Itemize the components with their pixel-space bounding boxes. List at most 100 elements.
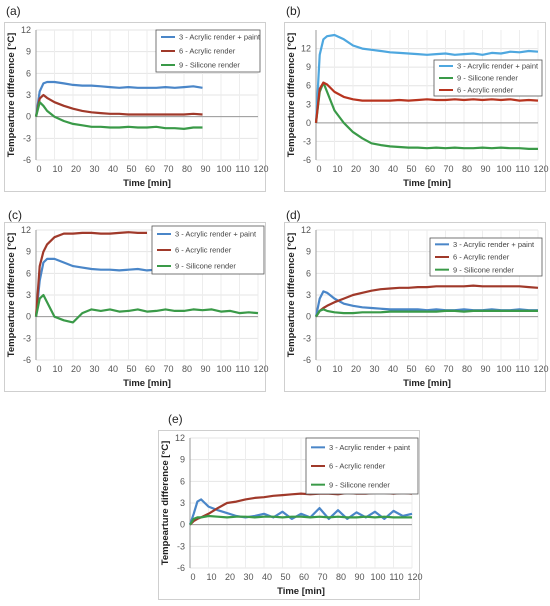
y-axis-title: Tempearture difference [°C] bbox=[286, 233, 297, 358]
legend: 3 - Acrylic render + paint 6 - Acrylic re… bbox=[305, 437, 419, 495]
y-tick-label: 6 bbox=[26, 68, 31, 78]
x-axis-title: Time [min] bbox=[403, 178, 451, 189]
y-tick-label: 3 bbox=[26, 90, 31, 100]
x-tick-label: 90 bbox=[200, 364, 210, 374]
x-tick-label: 60 bbox=[145, 164, 155, 174]
x-tick-label: 40 bbox=[388, 364, 398, 374]
y-axis-title: Tempearture difference [°C] bbox=[6, 233, 17, 358]
series-line-3 bbox=[314, 81, 539, 124]
x-tick-label: 90 bbox=[200, 164, 210, 174]
x-tick-label: 50 bbox=[126, 364, 136, 374]
y-tick-label: 3 bbox=[26, 290, 31, 300]
x-tick-label: 110 bbox=[515, 164, 529, 174]
chart-frame bbox=[4, 22, 266, 192]
chart-frame bbox=[158, 430, 420, 600]
x-tick-label: 20 bbox=[71, 364, 81, 374]
legend-label: 9 - Silicone render bbox=[329, 480, 390, 489]
x-tick-label: 70 bbox=[163, 164, 173, 174]
y-tick-label: 9 bbox=[26, 247, 31, 257]
y-tick-label: -3 bbox=[303, 333, 311, 343]
y-tick-label: -6 bbox=[177, 563, 185, 573]
y-tick-label: 9 bbox=[180, 455, 185, 465]
legend-label: 6 - Acrylic render bbox=[453, 253, 510, 262]
x-tick-label: 40 bbox=[108, 164, 118, 174]
x-tick-label: 40 bbox=[262, 572, 272, 582]
y-axis-title: Tempearture difference [°C] bbox=[160, 441, 171, 566]
legend-label: 6 - Acrylic render bbox=[457, 86, 514, 95]
x-tick-label: 60 bbox=[145, 364, 155, 374]
series-line-1 bbox=[314, 33, 539, 123]
legend-label: 6 - Acrylic render bbox=[329, 462, 386, 471]
x-tick-label: 100 bbox=[370, 572, 385, 582]
legend-label: 6 - Acrylic render bbox=[175, 246, 232, 255]
y-tick-label: 0 bbox=[306, 118, 311, 128]
x-tick-label: 50 bbox=[406, 164, 416, 174]
x-tick-label: 120 bbox=[533, 164, 548, 174]
x-tick-label: 90 bbox=[354, 572, 364, 582]
x-tick-label: 100 bbox=[496, 364, 511, 374]
x-tick-label: 0 bbox=[190, 572, 195, 582]
y-tick-label: 6 bbox=[306, 268, 311, 278]
chart-frame bbox=[284, 22, 546, 192]
y-tick-label: -6 bbox=[303, 155, 311, 165]
y-tick-label: 0 bbox=[180, 520, 185, 530]
x-tick-label: 0 bbox=[316, 364, 321, 374]
y-tick-label: 6 bbox=[306, 81, 311, 91]
y-tick-label: 0 bbox=[26, 112, 31, 122]
legend: 3 - Acrylic render + paint 9 - Silicone r… bbox=[433, 59, 543, 97]
x-tick-label: 110 bbox=[235, 364, 249, 374]
x-tick-label: 110 bbox=[235, 164, 249, 174]
x-tick-label: 80 bbox=[182, 364, 192, 374]
series-line-2 bbox=[315, 284, 539, 318]
series-line-1 bbox=[34, 80, 203, 117]
y-tick-label: 6 bbox=[180, 476, 185, 486]
x-tick-label: 100 bbox=[496, 164, 511, 174]
x-tick-label: 10 bbox=[206, 572, 216, 582]
x-tick-label: 70 bbox=[317, 572, 327, 582]
chart-frame bbox=[4, 222, 266, 392]
y-tick-label: 12 bbox=[301, 44, 311, 54]
x-tick-label: 40 bbox=[108, 364, 118, 374]
x-tick-label: 60 bbox=[425, 164, 435, 174]
x-tick-label: 0 bbox=[36, 364, 41, 374]
panel-label-d: (d) bbox=[286, 208, 301, 222]
x-tick-label: 100 bbox=[216, 164, 231, 174]
x-tick-label: 10 bbox=[52, 164, 62, 174]
x-tick-label: 40 bbox=[388, 164, 398, 174]
x-tick-label: 120 bbox=[253, 364, 268, 374]
x-tick-label: 70 bbox=[163, 364, 173, 374]
x-tick-label: 20 bbox=[351, 164, 361, 174]
y-tick-label: 12 bbox=[21, 25, 31, 35]
x-tick-label: 50 bbox=[406, 364, 416, 374]
x-tick-label: 70 bbox=[443, 364, 453, 374]
x-tick-label: 0 bbox=[36, 164, 41, 174]
x-tick-label: 70 bbox=[443, 164, 453, 174]
x-axis-title: Time [min] bbox=[123, 178, 171, 189]
x-tick-label: 80 bbox=[336, 572, 346, 582]
x-tick-label: 50 bbox=[280, 572, 290, 582]
x-tick-label: 10 bbox=[52, 364, 62, 374]
x-tick-label: 30 bbox=[89, 164, 99, 174]
y-tick-label: -3 bbox=[303, 136, 311, 146]
x-tick-label: 100 bbox=[216, 364, 231, 374]
y-tick-label: 9 bbox=[306, 62, 311, 72]
panel-label-b: (b) bbox=[286, 4, 301, 18]
y-tick-label: 3 bbox=[306, 290, 311, 300]
x-axis-title: Time [min] bbox=[277, 586, 325, 597]
x-axis-title: Time [min] bbox=[123, 378, 171, 389]
series-line-3 bbox=[34, 101, 203, 131]
y-tick-label: 9 bbox=[26, 47, 31, 57]
legend: 3 - Acrylic render + paint 6 - Acrylic re… bbox=[155, 29, 261, 73]
x-tick-label: 20 bbox=[71, 164, 81, 174]
y-tick-label: -3 bbox=[23, 133, 31, 143]
x-tick-label: 0 bbox=[316, 164, 321, 174]
legend-label: 3 - Acrylic render + paint bbox=[179, 33, 261, 42]
legend-label: 3 - Acrylic render + paint bbox=[329, 443, 411, 452]
x-tick-label: 110 bbox=[515, 364, 529, 374]
x-tick-label: 30 bbox=[89, 364, 99, 374]
x-tick-label: 120 bbox=[407, 572, 422, 582]
series-line-2 bbox=[34, 231, 147, 317]
y-tick-label: 6 bbox=[26, 268, 31, 278]
